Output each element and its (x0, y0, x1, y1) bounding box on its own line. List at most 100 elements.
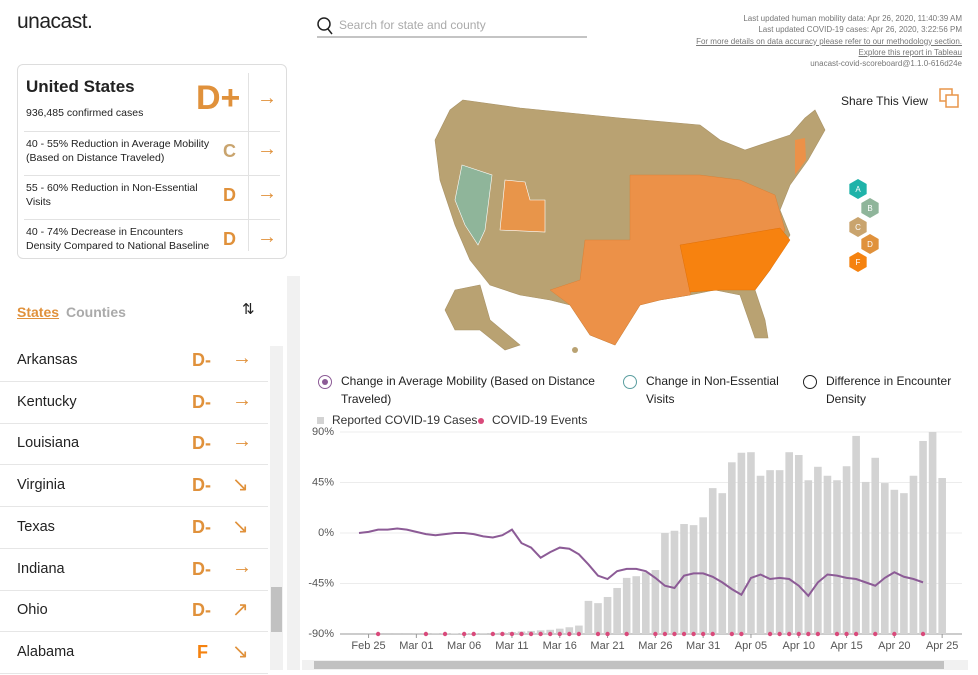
bar (689, 525, 698, 634)
event-dot (729, 631, 735, 637)
state-grade: D- (192, 391, 211, 412)
state-trend: → (232, 347, 252, 369)
event-dot (796, 631, 801, 637)
bar (555, 628, 564, 634)
x-tick-label: Apr 25 (926, 640, 958, 652)
state-grade: D- (192, 558, 211, 579)
y-tick-label: 90% (312, 426, 334, 438)
event-dot (787, 631, 792, 637)
x-tick-label: Apr 05 (735, 640, 767, 652)
metric-option-label[interactable]: Difference in Encounter Density (826, 374, 952, 406)
x-tick-label: Mar 06 (447, 640, 481, 652)
meta-line[interactable]: For more details on data accuracy please… (696, 36, 962, 46)
metric-trend: → (257, 182, 277, 204)
metric-option[interactable]: Difference in Encounter Density (803, 372, 978, 408)
bar (632, 576, 641, 634)
meta-line: Last updated human mobility data: Apr 26… (743, 14, 962, 23)
map-hawaii (572, 347, 578, 353)
y-tick-label: -90% (308, 628, 334, 640)
scrollbar-thumb[interactable] (314, 661, 944, 669)
event-dot (461, 631, 467, 637)
event-dot (777, 631, 782, 637)
state-row[interactable]: Arkansas D- → (0, 340, 268, 382)
metric-option-label[interactable]: Change in Average Mobility (Based on Dis… (341, 374, 595, 406)
bar (871, 457, 880, 634)
meta-line: unacast-covid-scoreboard@1.1.0-616d24e (810, 59, 962, 69)
x-tick-label: Apr 10 (783, 640, 815, 652)
bar (900, 493, 908, 634)
x-tick-label: Mar 31 (686, 640, 720, 652)
event-dot (471, 631, 476, 637)
mobility-line (358, 527, 924, 598)
event-dot (834, 631, 840, 637)
radio-button[interactable] (623, 375, 637, 389)
summary-subtitle: 936,485 confirmed cases (26, 107, 144, 119)
map-region-d (549, 174, 786, 346)
state-row[interactable]: Ohio D- ↗ (0, 590, 268, 633)
state-name: Kentucky (17, 393, 77, 410)
tab-counties[interactable]: Counties (66, 304, 126, 320)
event-dot (892, 631, 897, 637)
state-name: Alabama (17, 643, 75, 660)
state-row[interactable]: Louisiana D- → (0, 423, 268, 466)
state-row[interactable]: Texas D- ↘ (0, 507, 268, 549)
bar (603, 596, 612, 634)
grade-hex (861, 234, 879, 254)
x-tick-label: Apr 20 (878, 640, 910, 652)
metric-grade: D (223, 185, 236, 205)
event-dot (662, 631, 668, 637)
state-grade: D- (192, 516, 211, 537)
logo: unacast. (17, 10, 93, 33)
bar (718, 493, 727, 634)
bar (833, 480, 841, 634)
tab-states[interactable]: States (17, 304, 60, 320)
state-row[interactable]: Indiana D- → (0, 549, 268, 591)
sort-icon[interactable]: ⇅ (242, 301, 255, 318)
map-region-d (499, 179, 546, 233)
radio-button[interactable] (318, 375, 332, 389)
event-dot (605, 631, 610, 637)
meta-line[interactable]: Explore this report in Tableau (858, 47, 962, 57)
state-trend: ↘ (232, 515, 249, 538)
state-name: Virginia (17, 477, 66, 494)
state-grade: D- (192, 475, 211, 496)
scrollbar-thumb[interactable] (271, 587, 282, 632)
state-row[interactable]: Kentucky D- → (0, 382, 268, 424)
state-trend: → (232, 430, 252, 453)
metric-option-label[interactable]: Change in Non-Essential Visits (646, 374, 779, 406)
bar (785, 452, 793, 634)
state-grade: D- (192, 433, 211, 454)
grade-hex-label: B (867, 204, 872, 213)
metric-option[interactable]: Change in Non-Essential Visits (623, 372, 797, 408)
event-dot (672, 631, 677, 637)
event-dot (653, 631, 658, 637)
summary-card: United States 936,485 confirmed cases D+… (17, 64, 287, 259)
summary-title: United States (26, 77, 135, 96)
bar (680, 524, 688, 634)
state-trend: ↘ (232, 474, 249, 497)
bar (651, 570, 660, 634)
summary-grade: D+ (196, 79, 241, 117)
bar (804, 480, 813, 634)
y-tick-label: -45% (308, 577, 334, 589)
state-grade: D- (192, 350, 211, 370)
state-row[interactable]: Virginia D- ↘ (0, 465, 268, 508)
share-link[interactable]: Share This View (841, 94, 928, 108)
map-region-d (795, 138, 806, 175)
scrollbar-track[interactable] (287, 276, 300, 670)
metric-trend: → (257, 138, 277, 160)
grade-hex-label: F (856, 258, 861, 267)
metric-grade: C (223, 141, 236, 161)
event-dot (509, 631, 515, 637)
y-tick-label: 0% (318, 527, 334, 539)
search-input[interactable]: Search for state and county (339, 18, 486, 32)
share-icon[interactable] (945, 94, 959, 108)
state-row[interactable]: Alabama F ↘ (0, 632, 268, 674)
radio-button[interactable] (803, 375, 817, 389)
metric-trend: → (257, 226, 277, 248)
event-dot (806, 631, 811, 637)
metric-option[interactable]: Change in Average Mobility (Based on Dis… (318, 372, 632, 408)
separator (248, 73, 249, 251)
bar (756, 475, 765, 634)
metric-label: 40 - 74% Decrease in Encounters Density … (26, 226, 210, 252)
